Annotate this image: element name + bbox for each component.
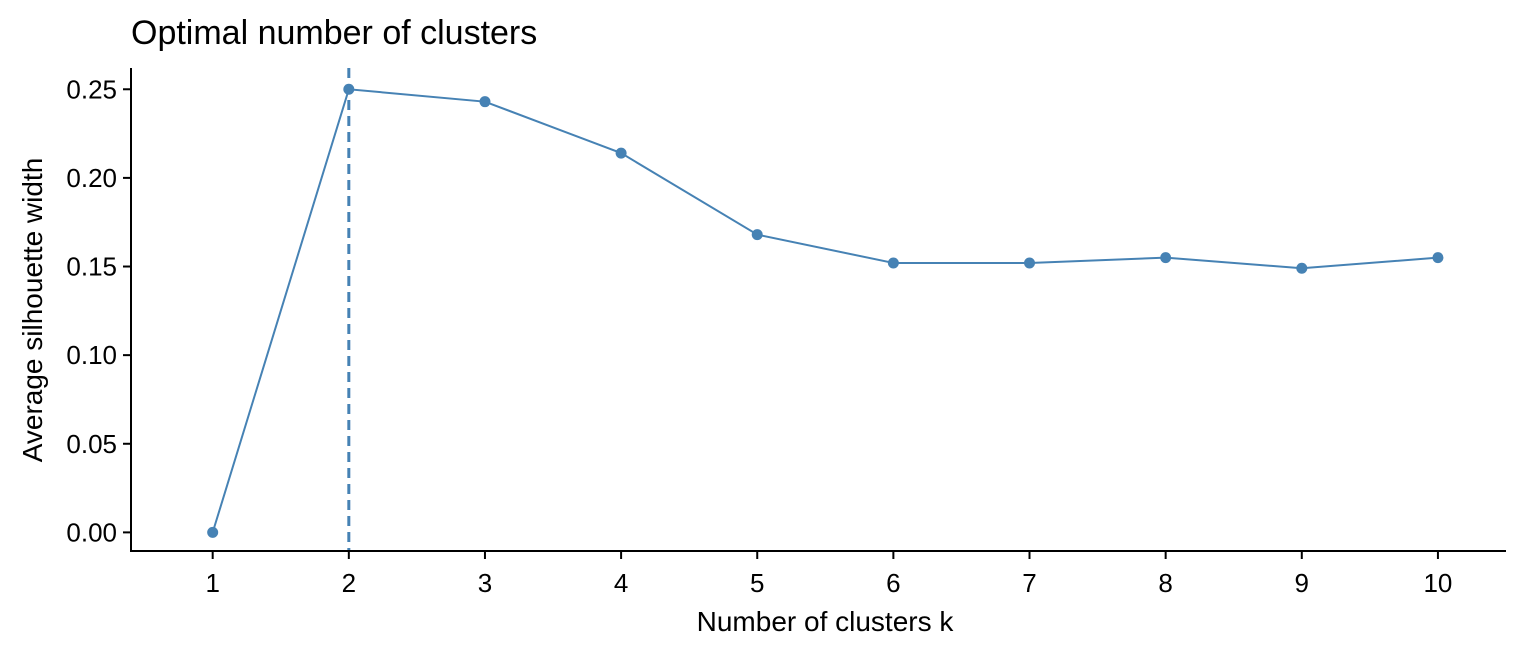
x-tick-label: 6 bbox=[886, 568, 900, 598]
x-tick-label: 1 bbox=[205, 568, 219, 598]
data-point bbox=[1160, 252, 1172, 264]
data-point bbox=[343, 83, 355, 95]
x-tick-label: 10 bbox=[1423, 568, 1452, 598]
y-tick-label: 0.10 bbox=[66, 340, 117, 370]
data-point bbox=[479, 96, 491, 108]
plot-area bbox=[207, 68, 1444, 551]
y-tick-label: 0.05 bbox=[66, 429, 117, 459]
y-tick-label: 0.15 bbox=[66, 252, 117, 282]
x-tick-label: 8 bbox=[1158, 568, 1172, 598]
data-point bbox=[887, 257, 899, 269]
data-point bbox=[1432, 252, 1444, 264]
data-point bbox=[615, 147, 627, 159]
data-point bbox=[1024, 257, 1036, 269]
data-point bbox=[207, 526, 219, 538]
x-tick-label: 5 bbox=[750, 568, 764, 598]
y-tick-label: 0.00 bbox=[66, 517, 117, 547]
x-axis-title: Number of clusters k bbox=[697, 606, 955, 637]
y-axis-ticks: 0.00 0.05 0.10 0.15 0.20 0.25 bbox=[66, 74, 131, 547]
x-tick-label: 9 bbox=[1295, 568, 1309, 598]
data-point bbox=[751, 229, 763, 241]
x-tick-label: 2 bbox=[342, 568, 356, 598]
x-axis-ticks: 1 2 3 4 5 6 7 8 9 10 bbox=[205, 551, 1452, 598]
y-axis-title: Average silhouette width bbox=[17, 158, 48, 463]
x-tick-label: 7 bbox=[1022, 568, 1036, 598]
y-tick-label: 0.20 bbox=[66, 163, 117, 193]
x-tick-label: 3 bbox=[478, 568, 492, 598]
y-tick-label: 0.25 bbox=[66, 74, 117, 104]
series-line bbox=[211, 88, 1439, 533]
x-tick-label: 4 bbox=[614, 568, 628, 598]
chart-title: Optimal number of clusters bbox=[131, 14, 537, 52]
data-point bbox=[1296, 262, 1308, 274]
